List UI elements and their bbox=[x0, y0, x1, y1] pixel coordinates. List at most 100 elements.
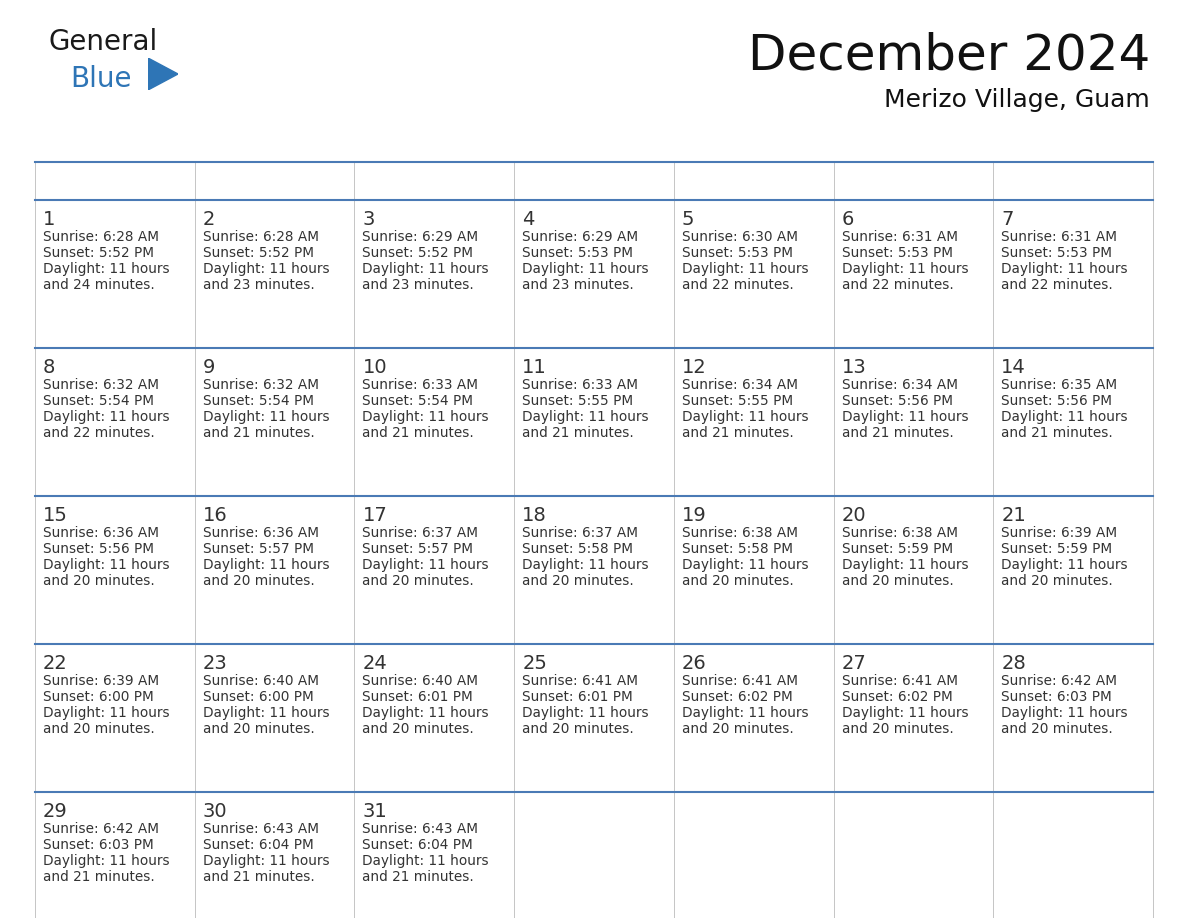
Text: Sunset: 6:01 PM: Sunset: 6:01 PM bbox=[523, 690, 633, 704]
Text: 31: 31 bbox=[362, 802, 387, 821]
Text: and 21 minutes.: and 21 minutes. bbox=[523, 426, 634, 440]
Text: and 22 minutes.: and 22 minutes. bbox=[682, 278, 794, 292]
Polygon shape bbox=[148, 58, 178, 90]
Text: Sunrise: 6:33 AM: Sunrise: 6:33 AM bbox=[523, 378, 638, 392]
Text: Daylight: 11 hours: Daylight: 11 hours bbox=[523, 262, 649, 276]
Text: Daylight: 11 hours: Daylight: 11 hours bbox=[43, 262, 170, 276]
Text: Sunset: 5:52 PM: Sunset: 5:52 PM bbox=[43, 246, 154, 260]
Text: 19: 19 bbox=[682, 506, 707, 525]
Text: 17: 17 bbox=[362, 506, 387, 525]
Text: 9: 9 bbox=[203, 358, 215, 377]
Text: and 20 minutes.: and 20 minutes. bbox=[682, 722, 794, 736]
Text: 29: 29 bbox=[43, 802, 68, 821]
Text: and 20 minutes.: and 20 minutes. bbox=[523, 574, 634, 588]
Text: Wednesday: Wednesday bbox=[523, 172, 638, 190]
Text: 5: 5 bbox=[682, 210, 694, 229]
Text: Sunrise: 6:38 AM: Sunrise: 6:38 AM bbox=[841, 526, 958, 540]
Text: Sunset: 5:55 PM: Sunset: 5:55 PM bbox=[682, 394, 792, 408]
Text: 10: 10 bbox=[362, 358, 387, 377]
Text: Sunset: 6:01 PM: Sunset: 6:01 PM bbox=[362, 690, 473, 704]
Text: Sunrise: 6:37 AM: Sunrise: 6:37 AM bbox=[523, 526, 638, 540]
Text: 30: 30 bbox=[203, 802, 227, 821]
Text: Daylight: 11 hours: Daylight: 11 hours bbox=[362, 854, 489, 868]
Text: Sunrise: 6:29 AM: Sunrise: 6:29 AM bbox=[523, 230, 638, 244]
Text: Sunrise: 6:39 AM: Sunrise: 6:39 AM bbox=[43, 674, 159, 688]
Text: Sunrise: 6:36 AM: Sunrise: 6:36 AM bbox=[203, 526, 318, 540]
Text: and 21 minutes.: and 21 minutes. bbox=[682, 426, 794, 440]
Text: and 21 minutes.: and 21 minutes. bbox=[362, 426, 474, 440]
Text: and 20 minutes.: and 20 minutes. bbox=[841, 574, 953, 588]
Text: Daylight: 11 hours: Daylight: 11 hours bbox=[203, 558, 329, 572]
Text: Daylight: 11 hours: Daylight: 11 hours bbox=[362, 706, 489, 720]
Text: 7: 7 bbox=[1001, 210, 1013, 229]
Text: Sunrise: 6:43 AM: Sunrise: 6:43 AM bbox=[203, 822, 318, 836]
Text: and 21 minutes.: and 21 minutes. bbox=[203, 426, 315, 440]
Text: Daylight: 11 hours: Daylight: 11 hours bbox=[682, 262, 809, 276]
Text: and 20 minutes.: and 20 minutes. bbox=[1001, 574, 1113, 588]
Text: Sunset: 5:58 PM: Sunset: 5:58 PM bbox=[523, 542, 633, 556]
Text: Friday: Friday bbox=[841, 172, 903, 190]
Text: 18: 18 bbox=[523, 506, 546, 525]
Text: Daylight: 11 hours: Daylight: 11 hours bbox=[682, 410, 809, 424]
Text: 1: 1 bbox=[43, 210, 56, 229]
Text: and 21 minutes.: and 21 minutes. bbox=[841, 426, 953, 440]
Text: Sunset: 5:53 PM: Sunset: 5:53 PM bbox=[1001, 246, 1112, 260]
Text: Daylight: 11 hours: Daylight: 11 hours bbox=[203, 706, 329, 720]
Text: Sunrise: 6:28 AM: Sunrise: 6:28 AM bbox=[43, 230, 159, 244]
Text: Sunset: 6:03 PM: Sunset: 6:03 PM bbox=[1001, 690, 1112, 704]
Text: Sunrise: 6:43 AM: Sunrise: 6:43 AM bbox=[362, 822, 479, 836]
Text: 15: 15 bbox=[43, 506, 68, 525]
Text: Sunrise: 6:38 AM: Sunrise: 6:38 AM bbox=[682, 526, 798, 540]
Text: 28: 28 bbox=[1001, 654, 1026, 673]
Text: Sunrise: 6:35 AM: Sunrise: 6:35 AM bbox=[1001, 378, 1118, 392]
Text: Sunday: Sunday bbox=[43, 172, 118, 190]
Text: and 22 minutes.: and 22 minutes. bbox=[1001, 278, 1113, 292]
Text: Daylight: 11 hours: Daylight: 11 hours bbox=[1001, 706, 1127, 720]
Text: and 21 minutes.: and 21 minutes. bbox=[203, 870, 315, 884]
Text: Sunrise: 6:36 AM: Sunrise: 6:36 AM bbox=[43, 526, 159, 540]
Text: 12: 12 bbox=[682, 358, 707, 377]
Text: Sunset: 6:04 PM: Sunset: 6:04 PM bbox=[203, 838, 314, 852]
Text: and 22 minutes.: and 22 minutes. bbox=[841, 278, 953, 292]
Text: and 20 minutes.: and 20 minutes. bbox=[841, 722, 953, 736]
Text: 27: 27 bbox=[841, 654, 866, 673]
Text: Sunrise: 6:41 AM: Sunrise: 6:41 AM bbox=[523, 674, 638, 688]
Text: and 20 minutes.: and 20 minutes. bbox=[1001, 722, 1113, 736]
Text: Sunrise: 6:42 AM: Sunrise: 6:42 AM bbox=[43, 822, 159, 836]
Text: and 21 minutes.: and 21 minutes. bbox=[362, 870, 474, 884]
Text: Saturday: Saturday bbox=[1001, 172, 1093, 190]
Text: Sunset: 6:02 PM: Sunset: 6:02 PM bbox=[682, 690, 792, 704]
Text: 20: 20 bbox=[841, 506, 866, 525]
Text: 11: 11 bbox=[523, 358, 546, 377]
Text: Sunset: 6:00 PM: Sunset: 6:00 PM bbox=[203, 690, 314, 704]
Text: Daylight: 11 hours: Daylight: 11 hours bbox=[523, 706, 649, 720]
Text: Daylight: 11 hours: Daylight: 11 hours bbox=[203, 854, 329, 868]
Text: Sunset: 5:54 PM: Sunset: 5:54 PM bbox=[362, 394, 474, 408]
Text: Sunrise: 6:31 AM: Sunrise: 6:31 AM bbox=[841, 230, 958, 244]
Text: Sunrise: 6:32 AM: Sunrise: 6:32 AM bbox=[203, 378, 318, 392]
Text: Sunset: 5:52 PM: Sunset: 5:52 PM bbox=[203, 246, 314, 260]
Text: Daylight: 11 hours: Daylight: 11 hours bbox=[841, 262, 968, 276]
Text: Sunset: 5:57 PM: Sunset: 5:57 PM bbox=[203, 542, 314, 556]
Text: Sunset: 5:53 PM: Sunset: 5:53 PM bbox=[682, 246, 792, 260]
Text: and 21 minutes.: and 21 minutes. bbox=[43, 870, 154, 884]
Text: Sunset: 5:56 PM: Sunset: 5:56 PM bbox=[43, 542, 154, 556]
Text: Sunrise: 6:40 AM: Sunrise: 6:40 AM bbox=[203, 674, 318, 688]
Text: Sunrise: 6:39 AM: Sunrise: 6:39 AM bbox=[1001, 526, 1118, 540]
Text: Sunrise: 6:29 AM: Sunrise: 6:29 AM bbox=[362, 230, 479, 244]
Text: Daylight: 11 hours: Daylight: 11 hours bbox=[682, 558, 809, 572]
Text: and 20 minutes.: and 20 minutes. bbox=[203, 574, 315, 588]
Text: Sunrise: 6:28 AM: Sunrise: 6:28 AM bbox=[203, 230, 318, 244]
Text: and 20 minutes.: and 20 minutes. bbox=[523, 722, 634, 736]
Text: and 20 minutes.: and 20 minutes. bbox=[43, 574, 154, 588]
Text: Sunrise: 6:30 AM: Sunrise: 6:30 AM bbox=[682, 230, 798, 244]
Text: Daylight: 11 hours: Daylight: 11 hours bbox=[523, 410, 649, 424]
Text: and 23 minutes.: and 23 minutes. bbox=[362, 278, 474, 292]
Text: and 24 minutes.: and 24 minutes. bbox=[43, 278, 154, 292]
Text: and 22 minutes.: and 22 minutes. bbox=[43, 426, 154, 440]
Text: Daylight: 11 hours: Daylight: 11 hours bbox=[43, 558, 170, 572]
Text: Daylight: 11 hours: Daylight: 11 hours bbox=[43, 706, 170, 720]
Text: Sunset: 5:54 PM: Sunset: 5:54 PM bbox=[203, 394, 314, 408]
Text: Sunset: 5:59 PM: Sunset: 5:59 PM bbox=[1001, 542, 1112, 556]
Text: December 2024: December 2024 bbox=[747, 32, 1150, 80]
